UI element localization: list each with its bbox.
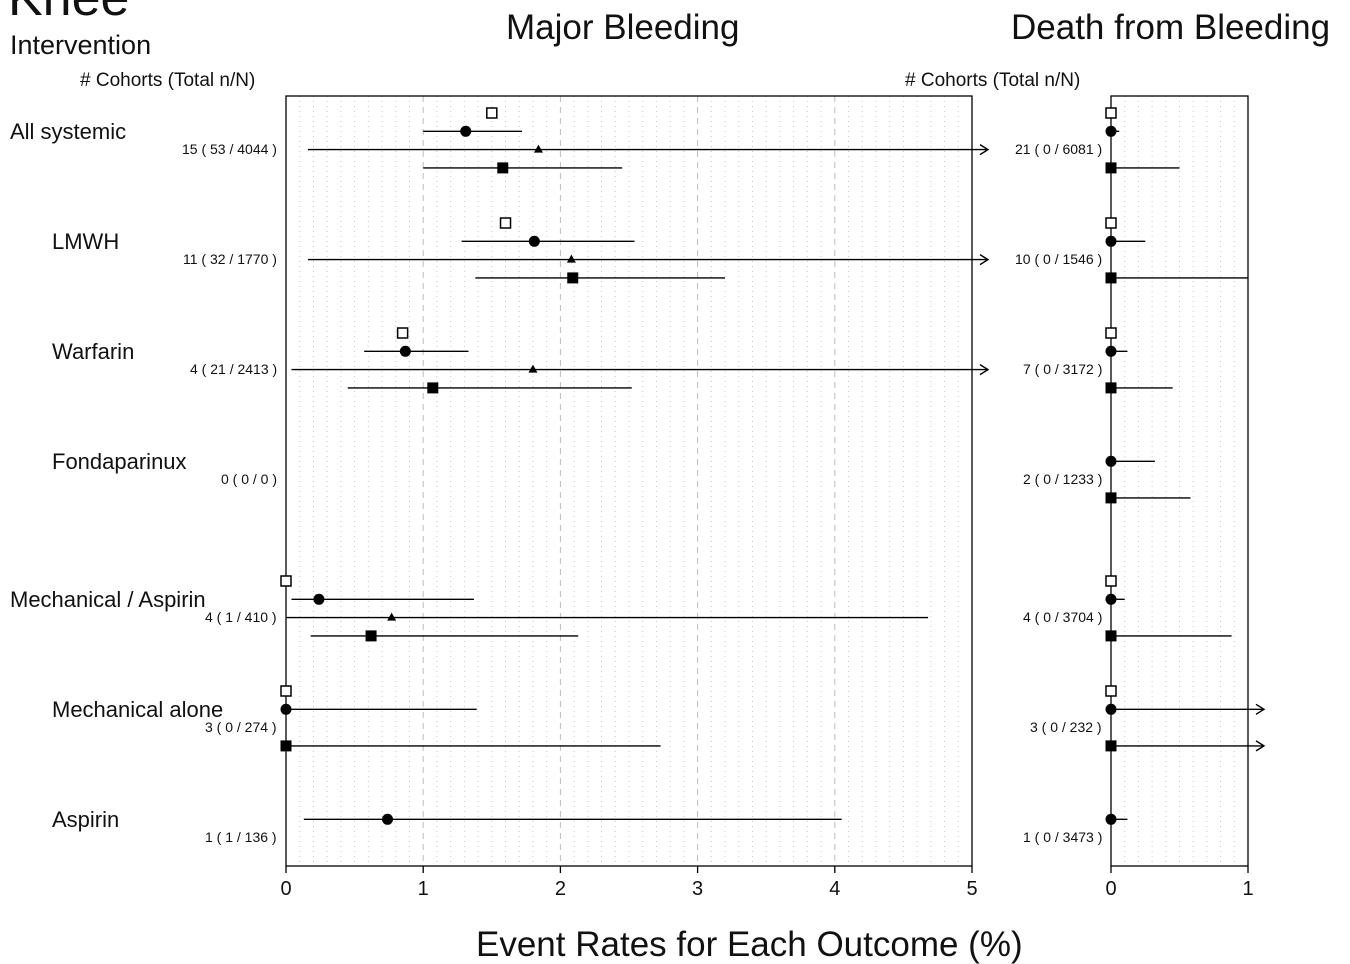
circle-marker [399,345,411,357]
circle-marker [382,813,394,825]
row-label: Warfarin [52,339,135,364]
circle-marker [1105,345,1117,357]
x-tick-label: 0 [280,878,291,900]
x-tick-label: 3 [692,878,703,900]
cohort-count: 4 ( 0 / 3704 ) [1023,609,1103,625]
square-marker [1105,492,1117,504]
square-marker [497,162,509,174]
cohort-count: 1 ( 0 / 3473 ) [1023,829,1103,845]
ci-arrow [979,254,990,266]
circle-marker [280,703,292,715]
triangle-marker [566,254,576,263]
square-marker [427,382,439,394]
open-square-marker [1105,107,1117,119]
ci-arrow [979,364,990,376]
circle-marker [1105,703,1117,715]
cohort-count: 2 ( 0 / 1233 ) [1023,471,1103,487]
x-axis-label: Event Rates for Each Outcome (%) [476,925,1023,964]
circle-marker [1105,235,1117,247]
open-square-marker [1105,685,1117,697]
square-marker [1105,272,1117,284]
cohort-count: 3 ( 0 / 232 ) [1030,719,1102,735]
intervention-header: Intervention [10,30,152,60]
cohort-count: 15 ( 53 / 4044 ) [182,141,277,157]
row-label: All systemic [10,119,127,144]
circle-marker [528,235,540,247]
circle-marker [1105,125,1117,137]
circle-marker [460,125,472,137]
plot-frame [1110,95,1249,867]
circle-marker [1105,593,1117,605]
death-from-bleeding-title: Death from Bleeding [1011,8,1331,47]
square-marker [1105,740,1117,752]
row-label: Fondaparinux [52,449,187,474]
square-marker [365,630,377,642]
open-square-marker [280,685,292,697]
circle-marker [1105,813,1117,825]
x-tick-label: 5 [966,878,977,900]
cohort-count: 3 ( 0 / 274 ) [205,719,277,735]
ci-arrow [1255,740,1266,752]
square-marker [567,272,579,284]
circle-marker [1105,455,1117,467]
plot-frame [285,95,973,867]
x-tick-label: 4 [829,878,840,900]
row-label: Mechanical / Aspirin [10,587,206,612]
open-square-marker [280,575,292,587]
cohorts-header-right: # Cohorts (Total n/N) [905,70,1081,91]
cohort-count: 0 ( 0 / 0 ) [221,471,278,487]
square-marker [1105,630,1117,642]
open-square-marker [1105,217,1117,229]
cohort-count: 4 ( 1 / 410 ) [205,609,277,625]
x-tick-label: 1 [418,878,429,900]
square-marker [280,740,292,752]
open-square-marker [499,217,512,229]
triangle-marker [533,144,543,153]
cohorts-header-left: # Cohorts (Total n/N) [80,70,256,91]
square-marker [1105,382,1117,394]
major-bleeding-title: Major Bleeding [506,8,740,47]
row-label: Aspirin [52,807,120,832]
row-label: LMWH [52,229,120,254]
cohort-count: 10 ( 0 / 1546 ) [1015,251,1103,267]
square-marker [1105,162,1117,174]
cohort-count: 11 ( 32 / 1770 ) [183,251,277,267]
triangle-marker [528,364,538,373]
triangle-marker [387,612,397,621]
row-label: Mechanical alone [52,697,224,722]
figure-title: Knee [8,0,129,24]
open-square-marker [1105,327,1117,339]
circle-marker [313,593,325,605]
x-tick-label: 2 [555,878,566,900]
ci-arrow [1255,703,1266,715]
x-tick-label: 0 [1105,878,1116,900]
cohort-count: 1 ( 1 / 136 ) [205,829,277,845]
open-square-marker [1105,575,1117,587]
cohort-count: 7 ( 0 / 3172 ) [1023,361,1103,377]
open-square-marker [486,107,498,119]
cohort-count: 21 ( 0 / 6081 ) [1015,141,1103,157]
x-tick-label: 1 [1242,878,1253,900]
open-square-marker [396,327,409,339]
ci-arrow [979,144,990,156]
cohort-count: 4 ( 21 / 2413 ) [190,361,278,377]
